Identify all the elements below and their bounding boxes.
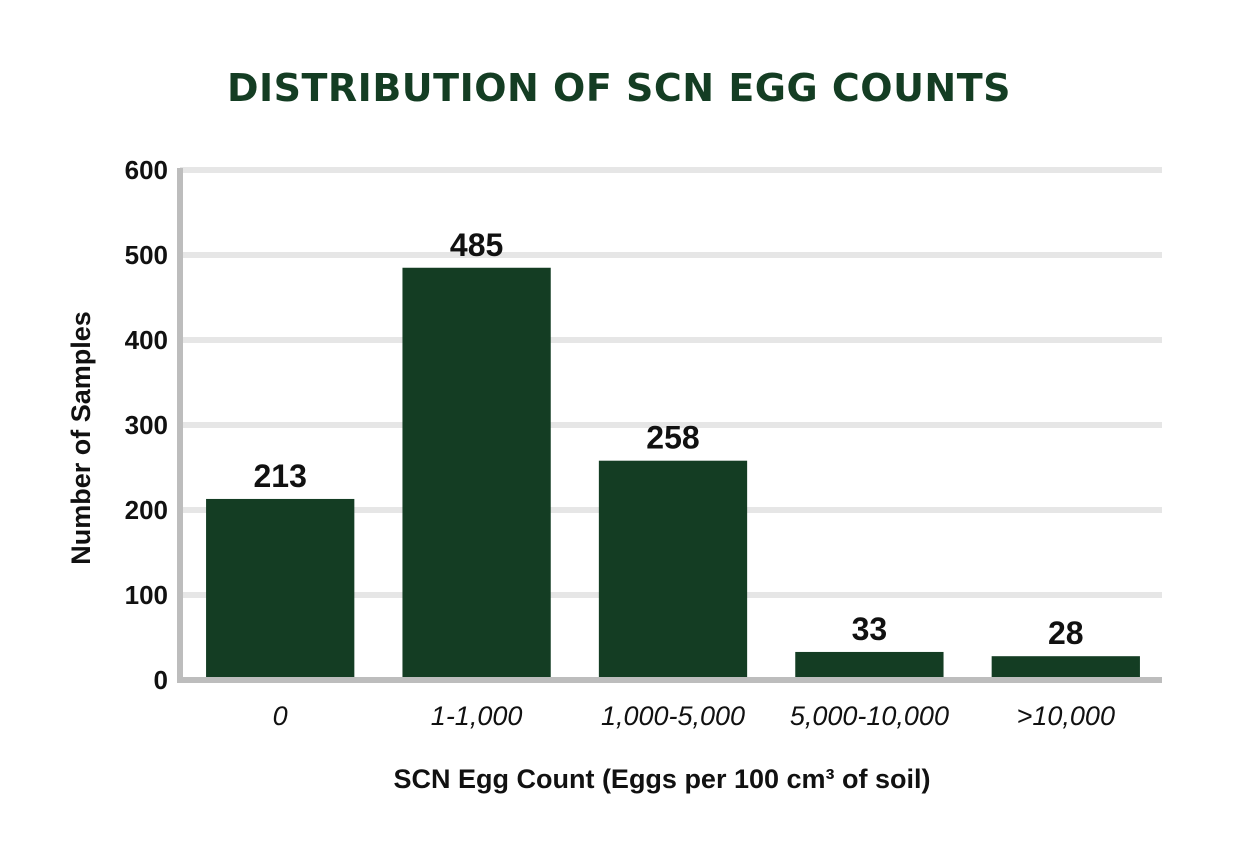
bar [991, 656, 1140, 677]
y-tick-label: 0 [154, 665, 168, 695]
data-label: 258 [646, 420, 699, 456]
y-tick-label: 200 [125, 495, 168, 525]
x-tick-label: 1-1,000 [431, 701, 523, 731]
y-tick-label: 100 [125, 580, 168, 610]
data-label: 485 [450, 227, 503, 263]
bar [795, 651, 944, 677]
axes [177, 168, 1162, 683]
y-tick-label: 300 [125, 410, 168, 440]
x-tick-label: 5,000-10,000 [790, 701, 949, 731]
y-axis-title: Number of Samples [66, 311, 96, 565]
data-label: 28 [1048, 615, 1084, 651]
x-tick-label: >10,000 [1017, 701, 1115, 731]
chart-title: DISTRIBUTION OF SCN EGG COUNTS [226, 66, 1012, 110]
x-tick-label: 0 [273, 701, 288, 731]
x-tick-label: 1,000-5,000 [601, 701, 745, 731]
y-tick-label: 400 [125, 325, 168, 355]
y-tick-labels: 0 100 200 300 400 500 600 [125, 155, 168, 695]
bar [206, 498, 355, 677]
data-label: 33 [852, 611, 888, 647]
bars [206, 267, 1140, 677]
y-tick-label: 500 [125, 240, 168, 270]
data-labels: 213 485 258 33 28 [254, 227, 1084, 651]
data-label: 213 [254, 458, 307, 494]
bar [402, 267, 551, 677]
x-axis-title: SCN Egg Count (Eggs per 100 cm³ of soil) [393, 764, 930, 794]
bar [598, 460, 748, 677]
x-tick-labels: 0 1-1,000 1,000-5,000 5,000-10,000 >10,000 [273, 701, 1115, 731]
y-tick-label: 600 [125, 155, 168, 185]
